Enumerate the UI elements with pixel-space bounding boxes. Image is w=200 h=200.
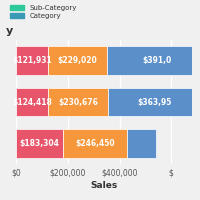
Bar bbox=[127, 129, 156, 158]
Text: $391,0: $391,0 bbox=[143, 56, 172, 65]
Bar bbox=[48, 46, 107, 75]
Text: $121,931: $121,931 bbox=[12, 56, 52, 65]
Bar bbox=[63, 129, 127, 158]
Bar bbox=[16, 88, 48, 116]
Bar bbox=[16, 129, 63, 158]
Text: $363,95: $363,95 bbox=[138, 98, 172, 106]
Bar bbox=[48, 88, 108, 116]
Text: $183,304: $183,304 bbox=[20, 139, 60, 148]
Text: $246,450: $246,450 bbox=[76, 139, 115, 148]
Text: $124,418: $124,418 bbox=[12, 98, 52, 106]
Bar bbox=[108, 88, 200, 116]
Text: y: y bbox=[6, 26, 13, 36]
Text: $230,676: $230,676 bbox=[58, 98, 98, 106]
Legend: Sub-Category, Category: Sub-Category, Category bbox=[9, 4, 78, 20]
X-axis label: Sales: Sales bbox=[90, 181, 118, 190]
Bar bbox=[107, 46, 200, 75]
Text: $229,020: $229,020 bbox=[57, 56, 97, 65]
Bar bbox=[16, 46, 48, 75]
